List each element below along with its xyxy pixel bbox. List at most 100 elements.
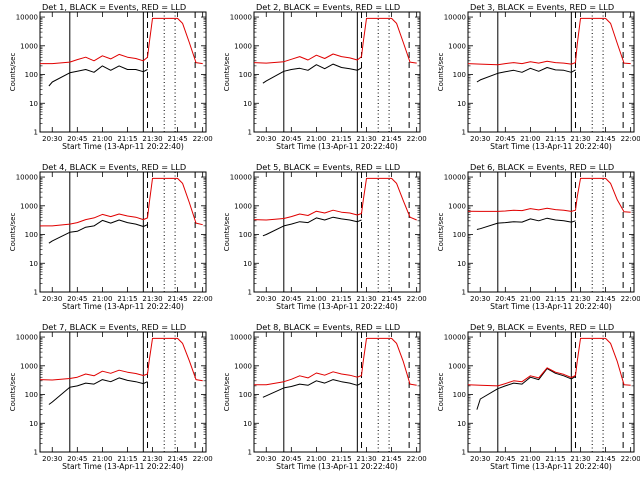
panel-title: Det 1, BLACK = Events, RED = LLD [42,2,186,12]
y-tick-label: 1 [462,449,466,457]
x-tick-label: 21:00 [520,455,540,463]
x-tick-label: 20:45 [495,295,515,303]
x-tick-label: 21:15 [545,295,565,303]
x-tick-label: 20:30 [256,135,276,143]
x-tick-label: 20:30 [470,455,490,463]
x-tick-label: 21:00 [520,135,540,143]
y-tick-label: 10000 [230,14,252,22]
series-line-events [476,368,576,410]
x-tick-label: 20:45 [67,295,87,303]
x-tick-label: 21:45 [595,455,615,463]
y-tick-label: 10 [29,100,38,108]
panel-title: Det 2, BLACK = Events, RED = LLD [256,2,400,12]
panel-det-7: Det 7, BLACK = Events, RED = LLD 1 10 100 10… [9,322,213,471]
x-axis-label: Start Time (13-Apr-11 20:22:40) [276,462,398,471]
y-tick-label: 100 [453,391,466,399]
y-tick-label: 100 [239,391,252,399]
x-tick-label: 21:15 [545,135,565,143]
x-tick-label: 20:30 [470,295,490,303]
plot-frame [39,331,207,453]
x-tick-label: 20:30 [42,295,62,303]
x-tick-label: 20:45 [495,135,515,143]
x-tick-label: 21:15 [545,455,565,463]
y-tick-label: 1 [34,129,38,137]
y-tick-label: 1 [462,289,466,297]
x-tick-label: 21:45 [167,135,187,143]
x-tick-label: 20:45 [281,135,301,143]
y-tick-label: 1000 [234,42,252,50]
series-line-events [476,67,576,83]
plot-frame [467,331,635,453]
x-tick-label: 21:00 [306,455,326,463]
x-tick-label: 21:45 [167,295,187,303]
plot-frame [467,171,635,293]
x-axis-label: Start Time (13-Apr-11 20:22:40) [490,302,612,311]
x-tick-label: 22:00 [621,455,640,463]
x-tick-label: 21:15 [117,135,137,143]
x-tick-label: 20:30 [256,295,276,303]
x-tick-label: 22:00 [407,295,427,303]
x-tick-label: 21:45 [381,295,401,303]
series-line-lld [253,177,417,221]
series-line-lld [40,17,203,65]
x-tick-label: 21:45 [167,455,187,463]
x-tick-label: 21:00 [92,295,112,303]
y-tick-label: 10000 [444,174,466,182]
series-line-lld [254,337,417,386]
y-tick-label: 10000 [16,174,38,182]
y-tick-label: 10000 [230,334,252,342]
x-tick-label: 22:00 [407,455,427,463]
y-axis-label: Counts/sec [223,373,231,412]
series-line-lld [40,177,203,227]
y-axis-label: Counts/sec [9,213,17,252]
x-tick-label: 22:00 [193,455,213,463]
y-tick-label: 10 [243,260,252,268]
panel-title: Det 9, BLACK = Events, RED = LLD [470,322,614,332]
series-line-events [262,379,362,398]
y-tick-label: 1000 [234,362,252,370]
y-axis-label: Counts/sec [437,53,445,92]
y-tick-label: 100 [25,231,38,239]
series-line-events [262,63,362,84]
x-tick-label: 21:45 [381,455,401,463]
series-line-events [48,65,148,87]
panel-det-9: Det 9, BLACK = Events, RED = LLD 1 10 100 10… [437,322,640,471]
x-axis-label: Start Time (13-Apr-11 20:22:40) [62,142,184,151]
panel-det-1: Det 1, BLACK = Events, RED = LLD 1 10 100 10… [9,2,213,151]
series-line-lld [467,177,631,213]
y-tick-label: 1000 [448,42,466,50]
plot-frame [39,171,207,293]
panel-det-6: Det 6, BLACK = Events, RED = LLD 1 10 100 10… [437,162,640,311]
y-tick-label: 1000 [20,42,38,50]
plot-frame [467,11,635,133]
y-axis-label: Counts/sec [223,213,231,252]
y-tick-label: 100 [453,231,466,239]
y-tick-label: 10 [243,100,252,108]
x-tick-label: 22:00 [193,295,213,303]
y-tick-label: 1 [248,289,252,297]
plot-frame [253,331,421,453]
y-tick-label: 100 [25,391,38,399]
y-tick-label: 10000 [444,14,466,22]
series-line-lld [39,337,203,382]
y-tick-label: 10000 [16,14,38,22]
x-tick-label: 21:00 [520,295,540,303]
y-tick-label: 1000 [448,202,466,210]
x-tick-label: 21:15 [117,455,137,463]
y-tick-label: 1 [34,289,38,297]
panel-title: Det 7, BLACK = Events, RED = LLD [42,322,186,332]
series-line-events [48,377,148,405]
plot-frame [253,171,421,293]
x-tick-label: 21:30 [570,295,590,303]
y-tick-label: 10000 [230,174,252,182]
panel-title: Det 6, BLACK = Events, RED = LLD [470,162,614,172]
x-axis-label: Start Time (13-Apr-11 20:22:40) [62,462,184,471]
y-tick-label: 10 [457,260,466,268]
x-tick-label: 21:30 [356,455,376,463]
y-tick-label: 1000 [20,202,38,210]
x-tick-label: 20:30 [470,135,490,143]
y-tick-label: 10 [29,420,38,428]
x-tick-label: 20:45 [281,455,301,463]
x-tick-label: 21:15 [331,135,351,143]
y-axis-label: Counts/sec [437,373,445,412]
